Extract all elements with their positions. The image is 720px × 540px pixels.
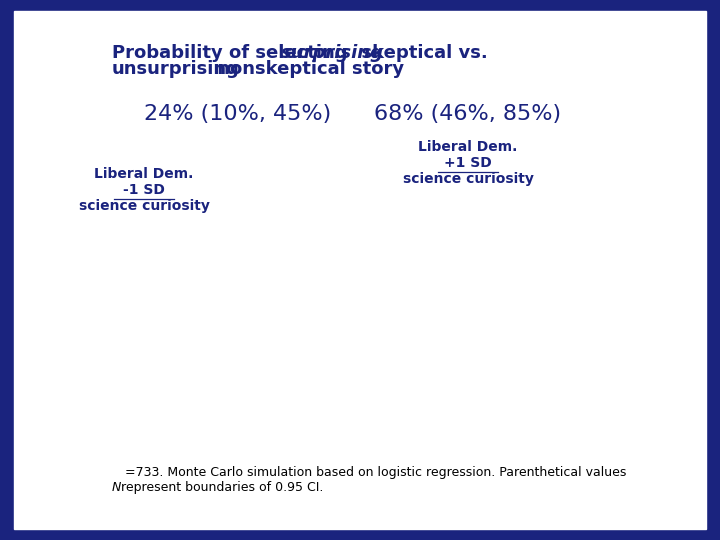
Text: Liberal Dem.: Liberal Dem. xyxy=(94,167,194,181)
Text: Probability of selecting: Probability of selecting xyxy=(112,44,354,62)
Text: surprising: surprising xyxy=(281,44,384,62)
Text: unsurprising: unsurprising xyxy=(112,60,240,78)
Text: Liberal Dem.: Liberal Dem. xyxy=(418,140,518,154)
Text: skeptical vs.: skeptical vs. xyxy=(349,44,488,62)
Text: science curiosity: science curiosity xyxy=(78,199,210,213)
Text: -1 SD: -1 SD xyxy=(123,183,165,197)
Text: 24% (10%, 45%): 24% (10%, 45%) xyxy=(144,104,331,124)
Text: 68% (46%, 85%): 68% (46%, 85%) xyxy=(374,104,562,124)
Text: nonskeptical story: nonskeptical story xyxy=(211,60,404,78)
Text: +1 SD: +1 SD xyxy=(444,156,492,170)
Text: =733. Monte Carlo simulation based on logistic regression. Parenthetical values
: =733. Monte Carlo simulation based on lo… xyxy=(121,466,626,494)
Text: N: N xyxy=(112,481,121,494)
Text: science curiosity: science curiosity xyxy=(402,172,534,186)
